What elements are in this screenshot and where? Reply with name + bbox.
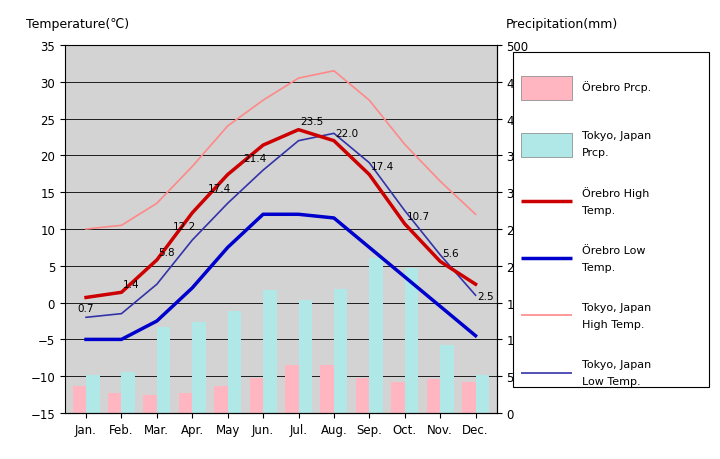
- Bar: [334, 290, 347, 413]
- Text: Prcp.: Prcp.: [582, 148, 609, 158]
- Text: 0.7: 0.7: [77, 303, 94, 313]
- Text: 22.0: 22.0: [336, 128, 359, 138]
- FancyBboxPatch shape: [513, 53, 708, 386]
- Bar: [86, 375, 99, 413]
- Bar: [143, 395, 157, 413]
- Bar: [157, 327, 171, 413]
- Bar: [250, 378, 263, 413]
- Bar: [427, 379, 440, 413]
- Bar: [356, 379, 369, 413]
- Bar: [192, 322, 206, 413]
- Text: High Temp.: High Temp.: [582, 319, 644, 330]
- Text: Temperature(℃): Temperature(℃): [26, 18, 129, 31]
- Text: 5.8: 5.8: [158, 247, 175, 257]
- Bar: [73, 386, 86, 413]
- Bar: [475, 375, 489, 413]
- Bar: [179, 393, 192, 413]
- FancyBboxPatch shape: [521, 134, 572, 158]
- Text: Tokyo, Japan: Tokyo, Japan: [582, 302, 651, 312]
- Text: Tokyo, Japan: Tokyo, Japan: [582, 131, 651, 141]
- Bar: [108, 393, 122, 413]
- Text: Örebro Low: Örebro Low: [582, 245, 645, 255]
- Text: 5.6: 5.6: [442, 249, 459, 259]
- Text: 10.7: 10.7: [407, 211, 430, 221]
- Text: 2.5: 2.5: [477, 291, 494, 301]
- Bar: [228, 312, 241, 413]
- Text: Temp.: Temp.: [582, 262, 615, 272]
- Text: 17.4: 17.4: [371, 162, 395, 172]
- FancyBboxPatch shape: [521, 77, 572, 101]
- Bar: [215, 386, 228, 413]
- Text: 12.2: 12.2: [173, 222, 196, 231]
- Bar: [122, 372, 135, 413]
- Text: Örebro High: Örebro High: [582, 187, 649, 199]
- Bar: [263, 291, 276, 413]
- Bar: [405, 269, 418, 413]
- Bar: [391, 382, 405, 413]
- Bar: [299, 300, 312, 413]
- Bar: [285, 365, 299, 413]
- Text: 17.4: 17.4: [208, 183, 231, 193]
- Bar: [320, 365, 334, 413]
- Text: Precipitation(mm): Precipitation(mm): [505, 18, 618, 31]
- Text: Low Temp.: Low Temp.: [582, 376, 640, 386]
- Text: 21.4: 21.4: [243, 154, 267, 164]
- Text: Temp.: Temp.: [582, 205, 615, 215]
- Bar: [440, 345, 454, 413]
- Text: 1.4: 1.4: [123, 280, 140, 290]
- Text: Tokyo, Japan: Tokyo, Japan: [582, 359, 651, 369]
- Bar: [369, 259, 383, 413]
- Text: 23.5: 23.5: [300, 117, 323, 127]
- Bar: [462, 382, 475, 413]
- Text: Örebro Prcp.: Örebro Prcp.: [582, 81, 651, 93]
